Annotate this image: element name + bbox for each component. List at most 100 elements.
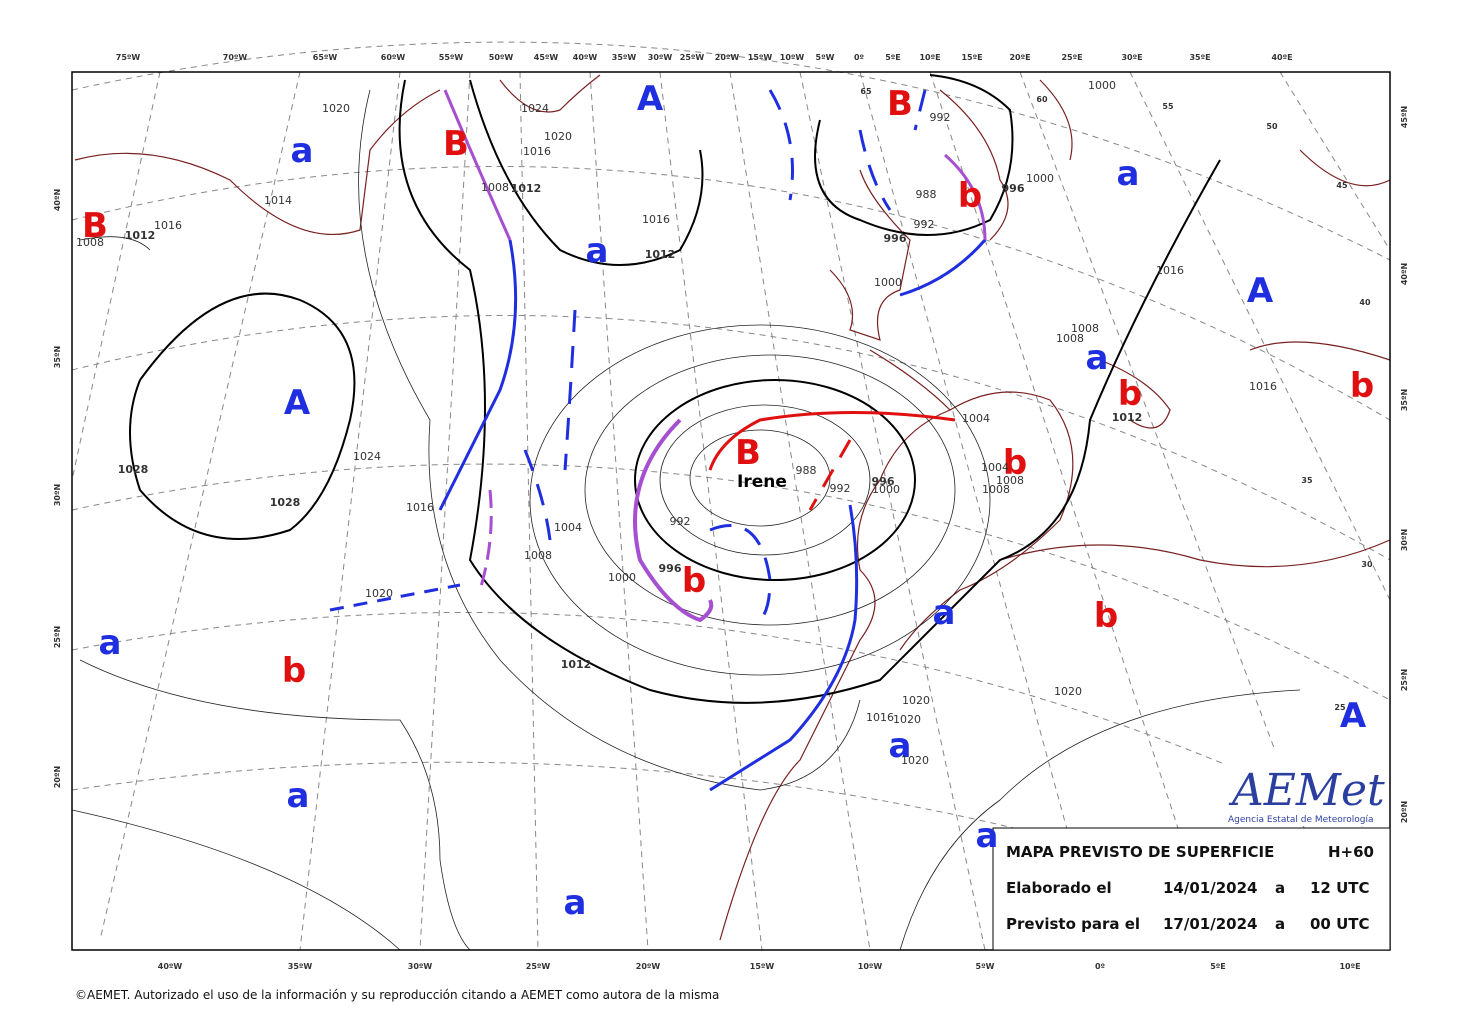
isobar-label: 1020 xyxy=(544,130,572,143)
pressure-center: b xyxy=(1003,443,1027,483)
inner-latitude-label: 45 xyxy=(1336,181,1348,190)
info-label: Previsto para el xyxy=(1006,915,1140,933)
isobar-label: 1008 xyxy=(76,236,104,249)
isobar-label: 1028 xyxy=(118,463,149,476)
longitude-label: 25ºW xyxy=(526,962,551,971)
info-sep: a xyxy=(1275,879,1285,897)
isobar-label: 1008 xyxy=(996,474,1024,487)
latitude-label: 40ºN xyxy=(53,189,62,211)
longitude-label: 50ºW xyxy=(489,53,514,62)
info-date: 14/01/2024 xyxy=(1163,879,1257,897)
isobar-label: 1020 xyxy=(1054,685,1082,698)
fronts xyxy=(329,89,987,792)
info-date: 17/01/2024 xyxy=(1163,915,1257,933)
isobar-label: 1016 xyxy=(866,711,894,724)
pressure-center: b xyxy=(1118,374,1142,414)
longitude-label: 25ºW xyxy=(680,53,705,62)
longitude-label: 10ºW xyxy=(780,53,805,62)
longitude-label: 20ºW xyxy=(636,962,661,971)
longitude-label: 35ºW xyxy=(288,962,313,971)
longitude-label: 20ºE xyxy=(1009,53,1030,62)
coastlines xyxy=(74,74,1391,941)
isobars xyxy=(71,74,1301,951)
isobar-label: 1020 xyxy=(902,694,930,707)
isobar-label: 1012 xyxy=(645,248,676,261)
latitude-label: 30ºN xyxy=(53,484,62,506)
isobar-label: 1000 xyxy=(1088,79,1116,92)
latitude-label: 45ºN xyxy=(1400,106,1409,128)
isobar-label: 996 xyxy=(872,475,895,488)
longitude-label: 15ºE xyxy=(961,53,982,62)
isobar-label: 1028 xyxy=(270,496,301,509)
longitude-label: 35ºW xyxy=(612,53,637,62)
longitude-label: 0º xyxy=(854,53,865,62)
longitude-label: 25ºE xyxy=(1061,53,1082,62)
latitude-label: 30ºN xyxy=(1400,529,1409,551)
inner-latitude-label: 35 xyxy=(1301,476,1313,485)
inner-latitude-label: 65 xyxy=(860,87,872,96)
longitude-label: 5ºE xyxy=(1210,962,1226,971)
isobar-label: 1016 xyxy=(1249,380,1277,393)
isobar-label: 992 xyxy=(670,515,691,528)
isobar-label: 1004 xyxy=(554,521,582,534)
isobar-label: 1020 xyxy=(893,713,921,726)
isobar-label: 1016 xyxy=(406,501,434,514)
longitude-label: 15ºW xyxy=(750,962,775,971)
longitude-label: 20ºW xyxy=(715,53,740,62)
map-frame xyxy=(71,71,1391,951)
isobar-label: 1024 xyxy=(353,450,381,463)
isobar-label: 1012 xyxy=(561,658,592,671)
pressure-center: a xyxy=(287,776,310,816)
longitude-label: 70ºW xyxy=(223,53,248,62)
longitude-label: 30ºW xyxy=(648,53,673,62)
isobar-label: 1000 xyxy=(1026,172,1054,185)
logo-name: AEMet xyxy=(1228,765,1385,816)
isobar-label: 1016 xyxy=(642,213,670,226)
isobar-label: 1008 xyxy=(524,549,552,562)
pressure-center: B xyxy=(82,206,108,246)
storm-name: Irene xyxy=(737,472,787,492)
pressure-center: a xyxy=(291,131,314,171)
latitude-label: 25ºN xyxy=(53,626,62,648)
isobar-label: 1008 xyxy=(481,181,509,194)
longitude-label: 60ºW xyxy=(381,53,406,62)
pressure-center: b xyxy=(1350,366,1374,406)
isobar-label: 1020 xyxy=(901,754,929,767)
isobar-label: 1012 xyxy=(511,182,542,195)
info-box: MAPA PREVISTO DE SUPERFICIE H+60 Elabora… xyxy=(992,827,1391,951)
longitude-label: 5ºW xyxy=(976,962,995,971)
isobar-label: 1016 xyxy=(154,219,182,232)
info-title: MAPA PREVISTO DE SUPERFICIE xyxy=(1006,843,1274,861)
longitude-label: 40ºW xyxy=(158,962,183,971)
isobar-label: 988 xyxy=(916,188,937,201)
pressure-center: A xyxy=(637,79,664,119)
longitude-label: 10ºW xyxy=(858,962,883,971)
isobar-label: 1000 xyxy=(608,571,636,584)
isobar-label: 1016 xyxy=(523,145,551,158)
longitude-label: 35ºE xyxy=(1189,53,1210,62)
info-label: Elaborado el xyxy=(1006,879,1112,897)
graticule xyxy=(71,41,1391,951)
longitude-label: 40ºE xyxy=(1271,53,1292,62)
latitude-label: 25ºN xyxy=(1400,669,1409,691)
pressure-center: a xyxy=(1086,338,1109,378)
isobar-label: 1012 xyxy=(1112,411,1143,424)
pressure-center: b xyxy=(282,651,306,691)
latitude-label: 20ºN xyxy=(53,766,62,788)
isobar-label: 1004 xyxy=(962,412,990,425)
lead-time: H+60 xyxy=(1328,843,1374,861)
pressure-center: a xyxy=(889,726,912,766)
isobar-label: 1008 xyxy=(1056,332,1084,345)
latitude-label: 20ºN xyxy=(1400,801,1409,823)
inner-latitude-label: 40 xyxy=(1359,298,1371,307)
logo: AEMet Agencia Estatal de Meteorología xyxy=(1226,748,1388,826)
isobar-label: 1024 xyxy=(521,102,549,115)
pressure-center: B xyxy=(443,124,469,164)
pressure-center: a xyxy=(1117,154,1140,194)
isobar-label: 996 xyxy=(659,562,682,575)
inner-latitude-label: 55 xyxy=(1162,102,1174,111)
pressure-center: A xyxy=(1340,696,1367,736)
longitude-label: 65ºW xyxy=(313,53,338,62)
pressure-center: B xyxy=(887,84,913,124)
